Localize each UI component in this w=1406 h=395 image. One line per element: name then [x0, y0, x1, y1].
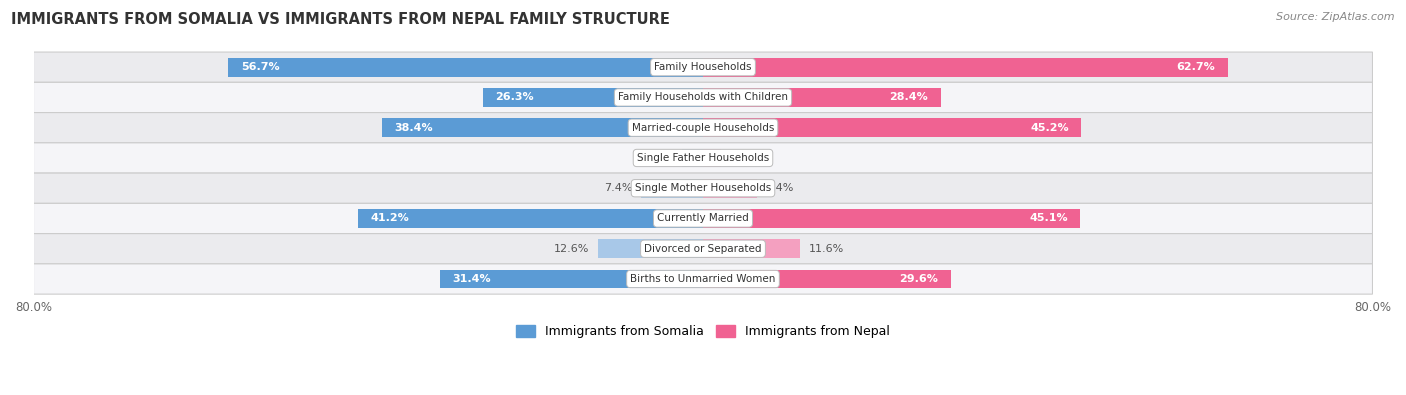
- Bar: [682, 149, 703, 167]
- Bar: [703, 149, 721, 167]
- Text: Family Households with Children: Family Households with Children: [619, 92, 787, 102]
- Text: 56.7%: 56.7%: [240, 62, 280, 72]
- FancyBboxPatch shape: [34, 82, 1372, 113]
- FancyBboxPatch shape: [34, 143, 1372, 173]
- Text: IMMIGRANTS FROM SOMALIA VS IMMIGRANTS FROM NEPAL FAMILY STRUCTURE: IMMIGRANTS FROM SOMALIA VS IMMIGRANTS FR…: [11, 12, 671, 27]
- Bar: [359, 209, 703, 228]
- Text: 12.6%: 12.6%: [554, 244, 589, 254]
- Text: 7.4%: 7.4%: [605, 183, 633, 193]
- FancyBboxPatch shape: [34, 113, 1372, 143]
- Text: 29.6%: 29.6%: [900, 274, 938, 284]
- Text: 62.7%: 62.7%: [1177, 62, 1215, 72]
- Text: Births to Unmarried Women: Births to Unmarried Women: [630, 274, 776, 284]
- Legend: Immigrants from Somalia, Immigrants from Nepal: Immigrants from Somalia, Immigrants from…: [512, 320, 894, 343]
- FancyBboxPatch shape: [34, 173, 1372, 203]
- Text: 2.5%: 2.5%: [645, 153, 673, 163]
- Text: 45.1%: 45.1%: [1029, 213, 1069, 224]
- Text: 28.4%: 28.4%: [890, 92, 928, 102]
- Bar: [703, 88, 941, 107]
- Bar: [703, 118, 1081, 137]
- Text: Family Households: Family Households: [654, 62, 752, 72]
- FancyBboxPatch shape: [34, 264, 1372, 294]
- Text: Divorced or Separated: Divorced or Separated: [644, 244, 762, 254]
- Bar: [229, 58, 703, 77]
- FancyBboxPatch shape: [34, 203, 1372, 233]
- Bar: [440, 270, 703, 288]
- FancyBboxPatch shape: [34, 52, 1372, 82]
- Bar: [703, 239, 800, 258]
- Text: 26.3%: 26.3%: [495, 92, 534, 102]
- Bar: [703, 209, 1080, 228]
- Text: Single Mother Households: Single Mother Households: [636, 183, 770, 193]
- Text: 11.6%: 11.6%: [808, 244, 844, 254]
- Text: Currently Married: Currently Married: [657, 213, 749, 224]
- Text: 38.4%: 38.4%: [394, 123, 433, 133]
- Bar: [381, 118, 703, 137]
- Bar: [703, 179, 756, 198]
- Text: 41.2%: 41.2%: [371, 213, 409, 224]
- Text: Married-couple Households: Married-couple Households: [631, 123, 775, 133]
- Bar: [703, 58, 1227, 77]
- Text: 2.2%: 2.2%: [730, 153, 758, 163]
- Bar: [598, 239, 703, 258]
- Text: Source: ZipAtlas.com: Source: ZipAtlas.com: [1277, 12, 1395, 22]
- Text: 45.2%: 45.2%: [1031, 123, 1069, 133]
- Bar: [703, 270, 950, 288]
- Text: Single Father Households: Single Father Households: [637, 153, 769, 163]
- Text: 6.4%: 6.4%: [765, 183, 793, 193]
- FancyBboxPatch shape: [34, 233, 1372, 264]
- Bar: [482, 88, 703, 107]
- Bar: [641, 179, 703, 198]
- Text: 31.4%: 31.4%: [453, 274, 492, 284]
